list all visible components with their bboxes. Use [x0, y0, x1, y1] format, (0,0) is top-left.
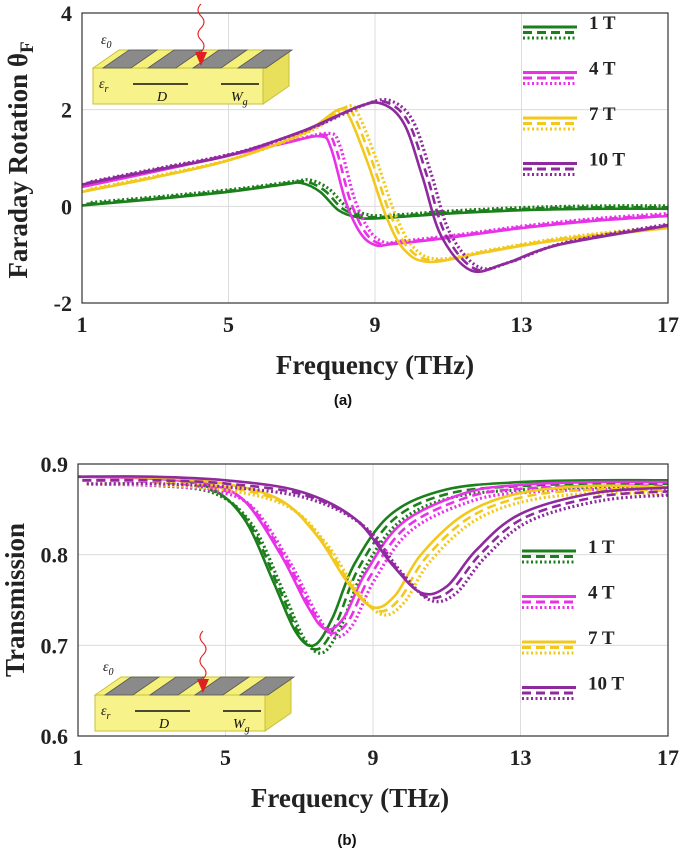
series-line-7T-dotted [90, 103, 668, 261]
x-tick-label: 17 [657, 745, 679, 770]
faraday-series [82, 97, 668, 274]
x-tick-label: 5 [220, 745, 231, 770]
epsr-label: εr [101, 704, 111, 722]
y-tick-label: 0.8 [41, 543, 69, 568]
x-tick-label: 9 [368, 745, 379, 770]
faraday-y-axis-label: Faraday Rotation θF [3, 41, 38, 278]
x-tick-label: 13 [511, 312, 533, 337]
y-tick-label: 0.7 [41, 633, 69, 658]
legend-label: 4 T [589, 59, 616, 80]
caption-a: (a) [334, 392, 352, 409]
legend-label: 4 T [588, 583, 615, 604]
transmission-series [78, 475, 668, 655]
x-tick-label: 1 [77, 312, 88, 337]
series-line-7T-dashed [86, 105, 668, 262]
graphene-strip [238, 676, 296, 696]
transmission-y-axis-label: Transmission [0, 523, 30, 677]
series-line-1T-dashed [86, 179, 668, 219]
x-tick-label: 17 [657, 312, 679, 337]
graphene-strip [103, 676, 161, 696]
y-tick-label: 0.9 [41, 452, 69, 477]
series-line-10T-dotted [86, 482, 668, 604]
transmission-legend: 1 T 4 T 7 T 10 T [522, 537, 624, 700]
period-label: D [158, 717, 169, 732]
legend-label: 1 T [588, 537, 615, 558]
faraday-ticks: 1 5 9 13 17 -2 0 2 4 [54, 1, 679, 337]
series-line-10T-dotted [90, 97, 668, 271]
series-line-7T-dotted [86, 482, 668, 617]
legend-label: 7 T [588, 628, 615, 649]
series-line-4T-dashed [86, 133, 668, 246]
graphene-strip [191, 49, 249, 69]
legend-label: 7 T [589, 104, 616, 125]
series-line-10T-dashed [82, 478, 668, 600]
transmission-ticks: 1 5 9 13 17 0.6 0.7 0.8 0.9 [41, 452, 680, 770]
faraday-legend: 1 T 4 T 7 T 10 T [523, 13, 625, 176]
incident-arrow-icon [197, 679, 209, 693]
y-tick-label: 4 [61, 1, 72, 26]
transmission-panel: 1 5 9 13 17 0.6 0.7 0.8 0.9 Frequency (THz) Tran… [0, 452, 679, 849]
eps0-label: ε0 [101, 33, 112, 51]
transmission-plot-frame [77, 463, 669, 737]
faraday-plot-frame [81, 12, 669, 304]
graphene-strip [193, 676, 251, 696]
x-tick-label: 1 [73, 745, 84, 770]
x-tick-label: 5 [223, 312, 234, 337]
legend-label: 1 T [589, 13, 616, 34]
incident-wave [199, 630, 207, 680]
series-line-4T-dashed [82, 479, 668, 635]
period-label: D [156, 90, 167, 105]
graphene-strip [236, 49, 294, 69]
y-tick-label: 2 [61, 98, 72, 123]
legend-label: 10 T [589, 150, 625, 171]
transmission-x-axis-label: Frequency (THz) [251, 783, 449, 813]
epsr-label: εr [99, 77, 109, 95]
incident-wave [197, 3, 205, 53]
graphene-strip [101, 49, 159, 69]
series-line-10T-dashed [86, 99, 668, 272]
x-tick-label: 9 [370, 312, 381, 337]
y-tick-label: 0 [61, 194, 72, 219]
eps0-label: ε0 [103, 660, 114, 678]
x-tick-label: 13 [510, 745, 532, 770]
legend-label: 10 T [588, 674, 624, 695]
faraday-rotation-panel: 1 5 9 13 17 -2 0 2 4 Frequency (THz) Faraday Rot… [3, 1, 679, 409]
incident-arrow-icon [195, 52, 207, 66]
y-tick-label: 0.6 [41, 724, 69, 749]
substrate-front [92, 67, 264, 105]
y-tick-label: -2 [54, 291, 72, 316]
caption-b: (b) [337, 832, 356, 849]
faraday-x-axis-label: Frequency (THz) [276, 350, 474, 380]
